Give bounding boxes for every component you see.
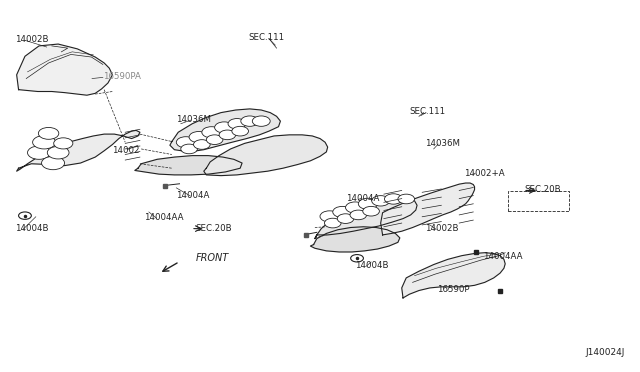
Circle shape bbox=[19, 212, 31, 219]
Polygon shape bbox=[381, 183, 474, 235]
Circle shape bbox=[398, 194, 415, 204]
Text: 14004AA: 14004AA bbox=[483, 252, 522, 261]
Polygon shape bbox=[315, 197, 417, 238]
Circle shape bbox=[320, 211, 339, 222]
Polygon shape bbox=[17, 131, 140, 171]
Circle shape bbox=[350, 210, 367, 220]
Polygon shape bbox=[170, 109, 280, 152]
Polygon shape bbox=[402, 253, 505, 298]
Text: 14036M: 14036M bbox=[426, 139, 460, 148]
Circle shape bbox=[38, 128, 59, 139]
Circle shape bbox=[42, 156, 65, 170]
Text: SEC.111: SEC.111 bbox=[410, 108, 445, 116]
Text: 14002: 14002 bbox=[113, 146, 140, 155]
Circle shape bbox=[363, 206, 380, 216]
Circle shape bbox=[33, 136, 56, 149]
Circle shape bbox=[372, 196, 390, 206]
Text: 14004A: 14004A bbox=[346, 195, 379, 203]
Text: 16590PA: 16590PA bbox=[103, 72, 141, 81]
Circle shape bbox=[241, 116, 259, 126]
Polygon shape bbox=[135, 155, 242, 175]
Circle shape bbox=[206, 135, 223, 144]
Text: 14004B: 14004B bbox=[15, 224, 48, 233]
Circle shape bbox=[358, 198, 378, 209]
Text: FRONT: FRONT bbox=[195, 253, 228, 263]
Circle shape bbox=[232, 126, 248, 136]
Text: 14004B: 14004B bbox=[355, 261, 388, 270]
Text: SEC.20B: SEC.20B bbox=[524, 185, 561, 194]
Circle shape bbox=[54, 138, 73, 149]
Circle shape bbox=[47, 146, 69, 159]
Circle shape bbox=[228, 119, 246, 129]
Text: 14002B: 14002B bbox=[426, 224, 459, 233]
Text: 14002+A: 14002+A bbox=[464, 169, 504, 177]
Circle shape bbox=[385, 194, 403, 204]
Circle shape bbox=[176, 137, 195, 148]
Text: 14036M: 14036M bbox=[176, 115, 211, 124]
Circle shape bbox=[214, 122, 234, 133]
Circle shape bbox=[28, 146, 51, 159]
Circle shape bbox=[252, 116, 270, 126]
Polygon shape bbox=[204, 135, 328, 176]
Polygon shape bbox=[310, 227, 400, 252]
Text: SEC.111: SEC.111 bbox=[248, 33, 285, 42]
Circle shape bbox=[219, 130, 236, 140]
Circle shape bbox=[351, 254, 364, 262]
Circle shape bbox=[346, 202, 365, 213]
Text: 14004A: 14004A bbox=[176, 191, 210, 200]
Circle shape bbox=[180, 144, 197, 154]
Circle shape bbox=[193, 140, 210, 149]
Text: 16590P: 16590P bbox=[437, 285, 469, 294]
Circle shape bbox=[202, 127, 221, 138]
Text: 14004AA: 14004AA bbox=[145, 213, 184, 222]
Text: J140024J: J140024J bbox=[586, 348, 625, 357]
Circle shape bbox=[333, 206, 352, 218]
Circle shape bbox=[337, 214, 354, 224]
Circle shape bbox=[189, 132, 208, 142]
Circle shape bbox=[324, 218, 341, 228]
Text: 14002B: 14002B bbox=[15, 35, 48, 44]
Text: SEC.20B: SEC.20B bbox=[195, 224, 232, 233]
Polygon shape bbox=[17, 44, 113, 95]
